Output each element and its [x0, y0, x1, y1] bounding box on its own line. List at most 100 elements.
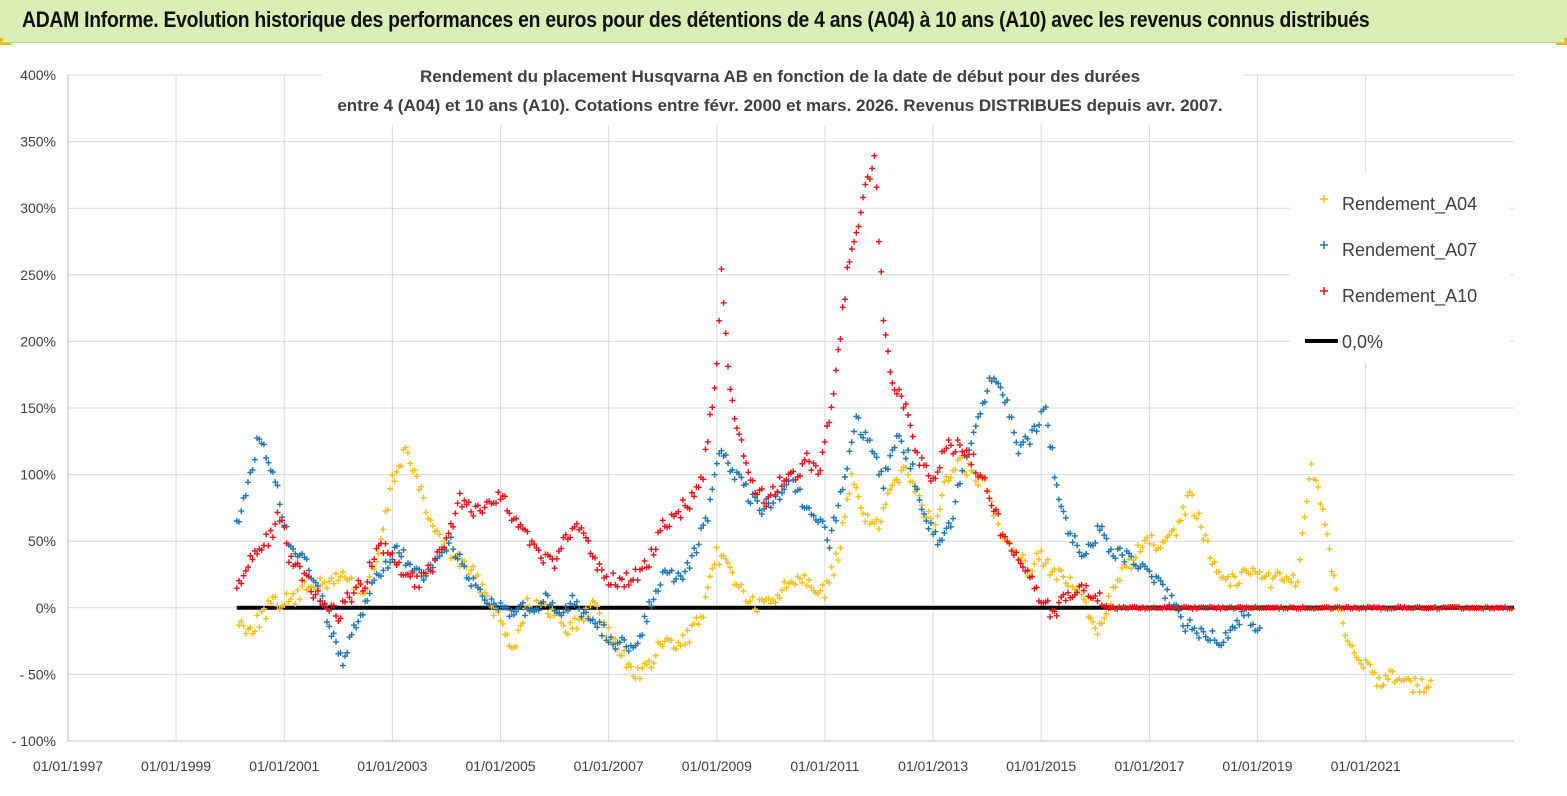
rendement-a10-point: [425, 562, 432, 569]
rendement-a10-point: [893, 390, 900, 397]
rendement-a10-point: [844, 264, 851, 271]
rendement-a04-point: [519, 619, 526, 626]
rendement-a10-point: [923, 462, 930, 469]
rendement-a04-point: [884, 490, 891, 497]
rendement-a07-point: [682, 568, 689, 575]
rendement-a07-point: [384, 565, 391, 571]
rendement-a07-point: [693, 549, 700, 556]
rendement-a07-point: [1045, 422, 1051, 429]
rendement-a07-point: [1238, 608, 1245, 615]
rendement-a10-point: [238, 580, 245, 587]
rendement-a10-point: [898, 393, 905, 400]
rendement-a07-point: [1031, 423, 1038, 430]
rendement-a10-point: [1015, 557, 1022, 563]
x-tick-label: 01/01/2011: [790, 758, 859, 774]
rendement-a04-point: [1409, 689, 1416, 696]
rendement-a04-point: [1089, 619, 1096, 626]
rendement-a04-point: [716, 561, 723, 568]
rendement-a07-point: [1071, 532, 1078, 539]
rendement-a04-point: [389, 472, 396, 479]
rendement-a04-point: [283, 590, 290, 597]
rendement-a04-point: [1288, 579, 1295, 586]
rendement-a07-point: [625, 647, 632, 654]
rendement-a04-point: [384, 507, 391, 513]
rendement-a07-point: [905, 447, 912, 454]
rendement-a10-point: [1008, 548, 1015, 555]
rendement-a04-point: [1042, 560, 1049, 567]
rendement-a04-point: [1112, 584, 1119, 591]
rendement-a07-point: [731, 476, 738, 483]
rendement-a04-point: [571, 615, 578, 622]
rendement-a04-point: [851, 481, 857, 488]
rendement-a04-point: [594, 603, 601, 610]
rendement-a10-point: [454, 500, 461, 507]
rendement-a04-point: [1319, 505, 1326, 512]
rendement-a04-point: [1189, 492, 1196, 498]
rendement-a10-point: [610, 570, 617, 577]
rendement-a10-point: [1062, 597, 1069, 604]
rendement-a07-point: [251, 456, 258, 463]
rendement-a10-point: [585, 538, 592, 544]
rendement-a10-point: [267, 527, 274, 534]
rendement-a07-point: [544, 592, 551, 599]
rendement-a10-point: [963, 447, 970, 454]
rendement-a10-point: [1033, 584, 1040, 591]
rendement-a07-point: [718, 447, 725, 454]
plot-marks: [233, 152, 1515, 696]
rendement-a04-point: [422, 509, 429, 516]
rendement-a07-point: [1029, 427, 1036, 434]
rendement-a10-point: [961, 452, 968, 459]
rendement-a07-point: [353, 624, 360, 631]
corner-mark-top-left: [0, 38, 11, 45]
rendement-a07-point: [713, 460, 720, 467]
rendement-a04-point: [855, 493, 862, 500]
rendement-a04-point: [833, 550, 839, 557]
rendement-a07-point: [770, 499, 777, 506]
rendement-a04-point: [1249, 565, 1256, 572]
rendement-a07-point: [578, 613, 585, 620]
rendement-a10-point: [918, 454, 925, 461]
rendement-a04-point: [468, 567, 475, 574]
rendement-a07-point: [1191, 625, 1198, 632]
rendement-a04-point: [612, 636, 619, 642]
rendement-a07-point: [1076, 549, 1083, 556]
rendement-a04-point: [803, 582, 810, 589]
rendement-a07-point: [797, 486, 803, 493]
rendement-a04-point: [1427, 677, 1434, 684]
rendement-a07-point: [997, 384, 1004, 391]
rendement-a04-point: [1380, 682, 1387, 689]
rendement-a07-point: [1069, 539, 1076, 546]
rendement-a04-point: [1173, 532, 1180, 539]
rendement-a04-point: [1333, 586, 1340, 592]
rendement-a07-point: [968, 440, 975, 447]
rendement-a07-point: [686, 565, 693, 572]
rendement-a07-point: [736, 471, 743, 478]
rendement-a10-point: [1024, 567, 1031, 574]
rendement-a07-point: [477, 586, 484, 593]
rendement-a10-point: [716, 317, 723, 324]
rendement-a10-point: [337, 615, 344, 622]
rendement-a07-point: [238, 508, 245, 515]
rendement-a10-point: [535, 547, 542, 554]
rendement-a04-point: [420, 494, 427, 501]
legend-label-rendement-a07: Rendement_A07: [1342, 240, 1477, 261]
rendement-a10-point: [233, 585, 240, 592]
rendement-a10-point: [465, 499, 472, 506]
rendement-a10-point: [1508, 605, 1515, 612]
rendement-a07-point: [256, 436, 263, 443]
rendement-a10-point: [366, 559, 373, 566]
rendement-a04-point: [504, 631, 511, 638]
rendement-a04-point: [686, 639, 693, 646]
rendement-a04-point: [1330, 572, 1337, 579]
rendement-a07-point: [684, 559, 691, 566]
rendement-a07-point: [754, 497, 761, 504]
rendement-a04-point: [1058, 567, 1065, 574]
rendement-a04-point: [1376, 674, 1382, 681]
rendement-a04-point: [324, 585, 330, 592]
rendement-a04-point: [375, 550, 382, 557]
rendement-a04-point: [1098, 620, 1105, 627]
rendement-a07-point: [848, 439, 855, 446]
rendement-a10-point: [853, 229, 860, 236]
rendement-a07-point: [821, 524, 828, 531]
rendement-a10-point: [634, 577, 641, 584]
